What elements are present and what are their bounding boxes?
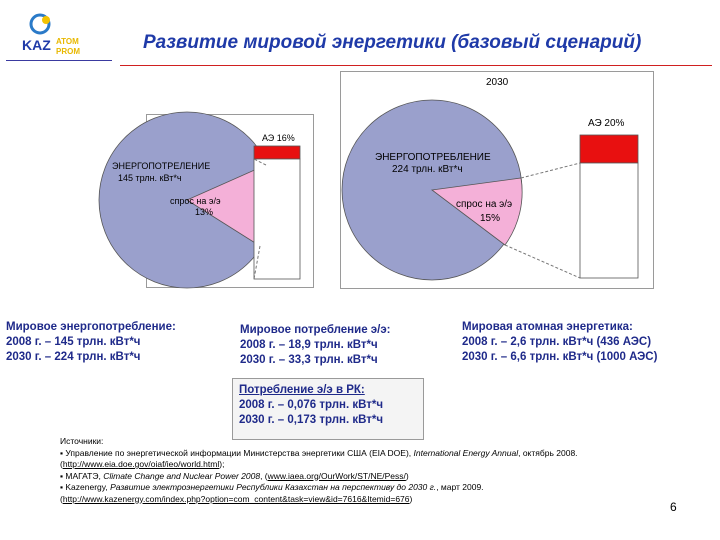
chart-2030-nuclear-bar — [579, 134, 639, 164]
stat-world-nuclear-2030: 2030 г. – 6,6 трлн. кВт*ч (1000 АЭС) — [462, 351, 658, 363]
stat-world-electricity-2008: 2008 г. – 18,9 трлн. кВт*ч — [240, 339, 378, 351]
chart-2008-pie-label-line1: ЭНЕРГОПОТРЕЛЕНИЕ — [112, 161, 211, 171]
chart-2030-slice — [430, 177, 523, 246]
stat-world-nuclear-head: Мировая атомная энергетика: — [462, 321, 633, 333]
page-title: Развитие мировой энергетики (базовый сце… — [143, 32, 642, 53]
chart-2030-slice-label-line2: 15% — [480, 213, 501, 224]
source-kazenergy-text: ▪ Kazenergy, — [60, 482, 111, 492]
stat-kazakhstan-2030: 2030 г. – 0,173 трлн. кВт*ч — [239, 414, 384, 426]
company-logo: KAZ ATOM PROM — [20, 12, 112, 62]
chart-2030-year: 2030 — [486, 77, 509, 88]
source-eia-link[interactable]: http://www.eia.doe.gov/oiaf/ieo/world.ht… — [62, 459, 220, 469]
chart-2030-slice-label-line1: спрос на э/э — [456, 199, 513, 210]
stat-world-nuclear: Мировая атомная энергетика: 2008 г. – 2,… — [462, 320, 657, 365]
source-iaea-link[interactable]: www.iaea.org/OurWork/ST/NE/Pess/ — [267, 470, 406, 481]
chart-2008-nuclear-label: АЭ 16% — [262, 133, 295, 143]
sources-heading: Источники: — [60, 436, 104, 446]
chart-2008-nuclear-bar — [253, 145, 301, 160]
chart-2030-pie-label-line2: 224 трлн. кВт*ч — [392, 164, 463, 175]
source-kazenergy-open: ( — [60, 493, 63, 504]
stat-world-energy-head: Мировое энергопотребление: — [6, 321, 176, 333]
stat-world-energy-2008: 2008 г. – 145 трлн. кВт*ч — [6, 336, 141, 348]
stat-world-electricity-head: Мировое потребление э/э: — [240, 324, 391, 336]
stat-world-electricity-2030: 2030 г. – 33,3 трлн. кВт*ч — [240, 354, 378, 366]
chart-2030-pie-label-line1: ЭНЕРГОПОТРЕБЛЕНИЕ — [375, 152, 491, 163]
source-eia-text: ▪ Управление по энергетической информаци… — [60, 447, 414, 458]
source-kazenergy: ▪ Kazenergy, Развитие электроэнергетики … — [60, 482, 670, 494]
chart-2008-slice-label-line1: спрос на э/э — [170, 196, 221, 206]
source-eia-end: ); — [219, 459, 225, 469]
chart-2008-slice-label-line2: 13% — [195, 207, 214, 217]
source-eia-title: International Energy Annual — [413, 447, 519, 458]
source-iaea-title: Climate Change and Nuclear Power 2008 — [103, 470, 261, 481]
chart-2030-nuclear-label: АЭ 20% — [588, 118, 625, 129]
source-kazenergy-end: ) — [409, 493, 413, 504]
logo-text-prom: PROM — [56, 47, 80, 56]
stat-kazakhstan-head: Потребление э/э в РК: — [239, 384, 365, 396]
sources-block: Источники: ▪ Управление по энергетическо… — [60, 436, 670, 505]
title-underline — [120, 65, 712, 66]
source-eia-date: , октябрь 2008. ( — [60, 447, 578, 470]
source-iaea: ▪ МАГАТЭ, Climate Change and Nuclear Pow… — [60, 471, 670, 483]
stat-world-energy: Мировое энергопотребление: 2008 г. – 145… — [6, 320, 176, 365]
source-kazenergy-title: Развитие электроэнергетики Республики Ка… — [110, 482, 437, 492]
chart-2008-connector-bottom — [253, 245, 261, 280]
source-eia: ▪ Управление по энергетической информаци… — [60, 448, 670, 471]
logo-text-atom: ATOM — [56, 37, 79, 46]
source-iaea-text: ▪ МАГАТЭ, — [60, 470, 104, 481]
page-number: 6 — [670, 500, 677, 514]
stat-world-electricity: Мировое потребление э/э: 2008 г. – 18,9 … — [240, 323, 391, 368]
source-kazenergy-link[interactable]: http://www.kazenergy.com/index.php?optio… — [62, 493, 410, 504]
stat-kazakhstan-2008: 2008 г. – 0,076 трлн. кВт*ч — [239, 399, 384, 411]
chart-2008-connector-top — [253, 158, 267, 166]
source-kazenergy-date: , март 2009. — [436, 482, 484, 492]
source-kazenergy-url: (http://www.kazenergy.com/index.php?opti… — [60, 494, 670, 506]
chart-2030-connector-bottom — [504, 244, 581, 279]
logo-text-kaz: KAZ — [22, 37, 51, 53]
stat-world-energy-2030: 2030 г. – 224 трлн. кВт*ч — [6, 351, 141, 363]
source-iaea-end: ) — [405, 470, 409, 481]
chart-2030-bar — [579, 162, 639, 279]
stat-kazakhstan-box: Потребление э/э в РК: 2008 г. – 0,076 тр… — [232, 378, 424, 440]
source-iaea-mid: , ( — [260, 470, 268, 481]
chart-2030-connector-top — [520, 162, 581, 179]
stat-world-nuclear-2008: 2008 г. – 2,6 трлн. кВт*ч (436 АЭС) — [462, 336, 652, 348]
chart-2008-pie-label-line2: 145 трлн. кВт*ч — [118, 173, 182, 183]
logo-underline — [6, 60, 112, 61]
chart-2008-bar — [253, 158, 301, 280]
